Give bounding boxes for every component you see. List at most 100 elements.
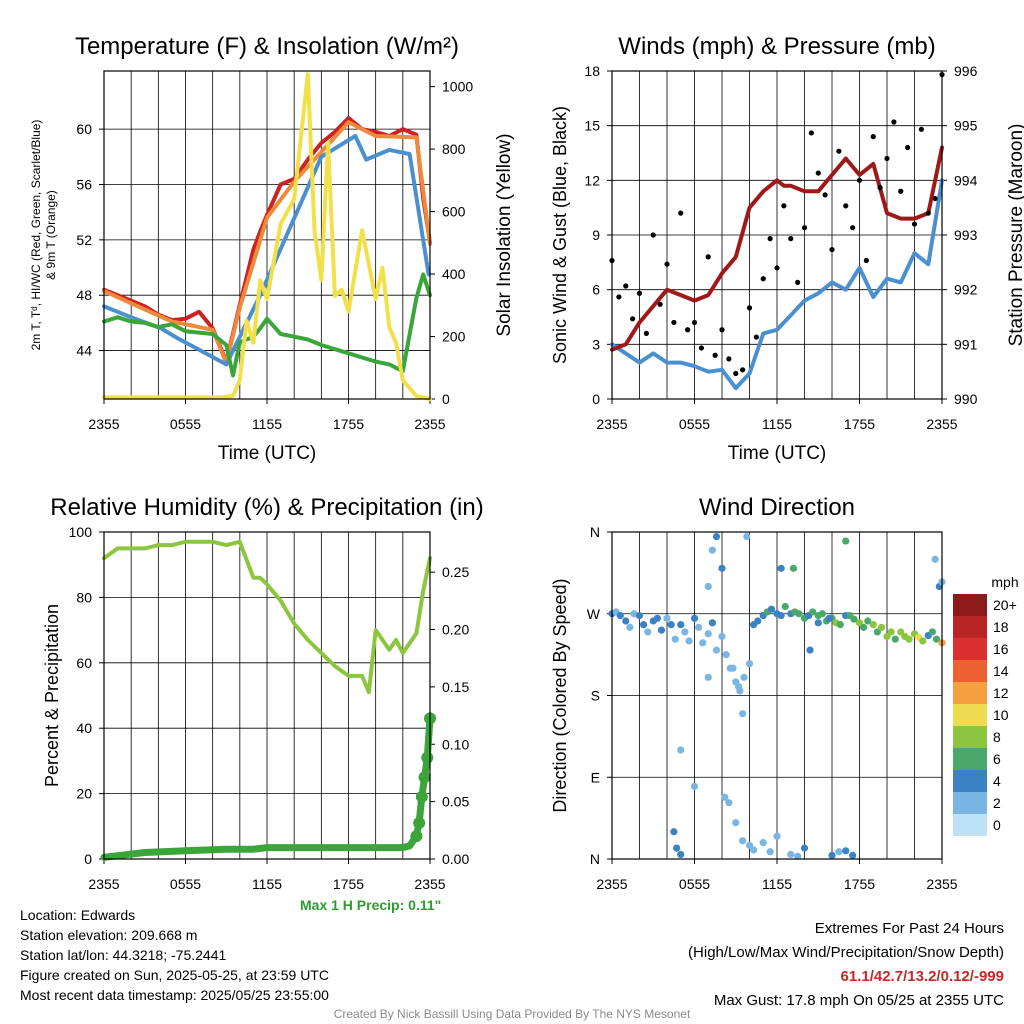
direction-ylabel-left: Direction (Colored By Speed) <box>550 578 570 812</box>
direction-colorbar-swatch <box>953 660 987 682</box>
direction-direction-point <box>699 639 707 647</box>
direction-direction-point <box>777 564 785 572</box>
direction-direction-point <box>677 850 685 859</box>
direction-direction-point <box>708 619 716 627</box>
elevation-text: Station elevation: 209.668 m <box>20 927 198 943</box>
direction-direction-point <box>704 582 712 591</box>
direction-ytick-label-left: N <box>590 851 600 867</box>
extremes-info: Extremes For Past 24 Hours (High/Low/Max… <box>688 917 1004 1013</box>
direction-frame <box>611 531 943 860</box>
direction-colorbar-swatch <box>953 638 987 660</box>
winds-ytick-label-left: 6 <box>592 282 600 298</box>
winds-gust-point <box>843 203 849 209</box>
winds-gust-point <box>650 232 656 238</box>
winds-gust-point <box>753 334 759 340</box>
direction-colorbar-swatch <box>953 748 987 770</box>
direction-direction-point <box>932 635 941 643</box>
temperature-xtick-label: 0555 <box>170 416 201 432</box>
direction-direction-point <box>712 646 721 654</box>
temperature-ytick-label-right: 600 <box>442 204 466 220</box>
winds-ytick-label-right: 992 <box>954 282 978 298</box>
temperature-ytick-label-left: 56 <box>76 176 92 192</box>
direction-direction-point <box>809 608 817 616</box>
winds-ytick-label-right: 995 <box>954 118 978 134</box>
direction-colorbar-label: 14 <box>993 663 1009 679</box>
winds-ytick-label-left: 0 <box>592 391 600 407</box>
direction-colorbar-swatch <box>953 814 987 836</box>
direction-xtick-label: 1755 <box>844 876 875 892</box>
winds-gust-point <box>726 356 732 362</box>
temperature-xtick-label: 2355 <box>88 416 119 432</box>
direction-direction-point <box>777 611 785 620</box>
winds-gust-point <box>760 276 766 282</box>
direction-colorbar-label: 8 <box>993 729 1001 745</box>
humidity-ytick-label-left: 40 <box>76 720 92 736</box>
direction-colorbar-label: 16 <box>993 641 1009 657</box>
direction-direction-point <box>806 646 814 654</box>
humidity-xtick-label: 2355 <box>414 876 445 892</box>
temperature-series-line <box>102 120 432 365</box>
direction-direction-point <box>729 664 737 672</box>
direction-direction-point <box>743 532 751 541</box>
temperature-series-line <box>102 272 432 378</box>
direction-direction-point <box>667 621 675 629</box>
winds-gust-point <box>788 236 794 242</box>
direction-direction-point <box>677 621 685 629</box>
humidity-xtick-label: 1755 <box>333 876 364 892</box>
direction-direction-point <box>734 682 743 691</box>
humidity-ytick-label-left: 20 <box>76 786 92 802</box>
direction-colorbar-label: 4 <box>993 773 1001 789</box>
direction-xtick-label: 2355 <box>926 876 957 892</box>
direction-ytick-label-left: W <box>587 606 601 622</box>
winds-gust-point <box>925 210 931 216</box>
winds-gust-point <box>664 261 670 267</box>
temperature-xtick-label: 2355 <box>414 416 445 432</box>
direction-xtick-label: 2355 <box>596 876 627 892</box>
direction-direction-point <box>635 611 644 620</box>
temperature-ytick-label-right: 400 <box>442 266 466 282</box>
winds-gust-point <box>822 192 828 198</box>
direction-direction-point <box>722 651 730 659</box>
direction-colorbar-swatch <box>953 704 987 726</box>
humidity-precip-point <box>413 817 426 830</box>
winds-gust-point <box>829 246 835 253</box>
winds-gust-point <box>863 257 869 264</box>
direction-direction-point <box>931 555 939 563</box>
winds-gust-point <box>712 352 718 358</box>
direction-direction-point <box>781 602 789 611</box>
direction-direction-point <box>670 828 678 836</box>
winds-xlabel: Time (UTC) <box>728 443 827 464</box>
direction-direction-point <box>928 628 936 636</box>
humidity-precip-point <box>415 790 428 803</box>
winds-ytick-label-left: 18 <box>584 63 600 79</box>
winds-ytick-label-right: 990 <box>954 391 978 407</box>
winds-ytick-label-right: 994 <box>954 172 978 188</box>
direction-direction-point <box>835 848 843 856</box>
direction-ytick-label-left: S <box>591 688 600 704</box>
direction-colorbar-label: 10 <box>993 707 1009 723</box>
temperature-xlabel: Time (UTC) <box>218 443 317 464</box>
winds-series-line <box>610 145 944 352</box>
temperature-ytick-label-left: 48 <box>76 287 92 303</box>
winds-xtick-label: 1155 <box>762 416 792 432</box>
winds-gust-point <box>643 330 649 336</box>
direction-colorbar-swatch <box>953 682 987 704</box>
direction-direction-point <box>836 621 844 629</box>
direction-direction-point <box>695 623 703 631</box>
direction-direction-point <box>622 617 630 625</box>
winds-frame <box>611 70 943 400</box>
direction-direction-point <box>787 850 795 859</box>
direction-xtick-label: 0555 <box>679 876 710 892</box>
direction-colorbar-swatch <box>953 726 987 748</box>
temperature-ytick-label-right: 200 <box>442 329 466 345</box>
humidity-xtick-label: 1155 <box>252 876 282 892</box>
temperature-ytick-label-right: 1000 <box>442 79 473 95</box>
direction-direction-point <box>690 614 699 622</box>
winds-gust-point <box>856 177 863 183</box>
direction-direction-point <box>814 619 822 627</box>
temperature-ytick-label-left: 52 <box>76 232 92 248</box>
humidity-series-line <box>102 539 432 695</box>
winds-gust-point <box>918 126 924 132</box>
winds-ytick-label-left: 3 <box>592 336 600 352</box>
direction-colorbar-unit: mph <box>991 574 1018 590</box>
